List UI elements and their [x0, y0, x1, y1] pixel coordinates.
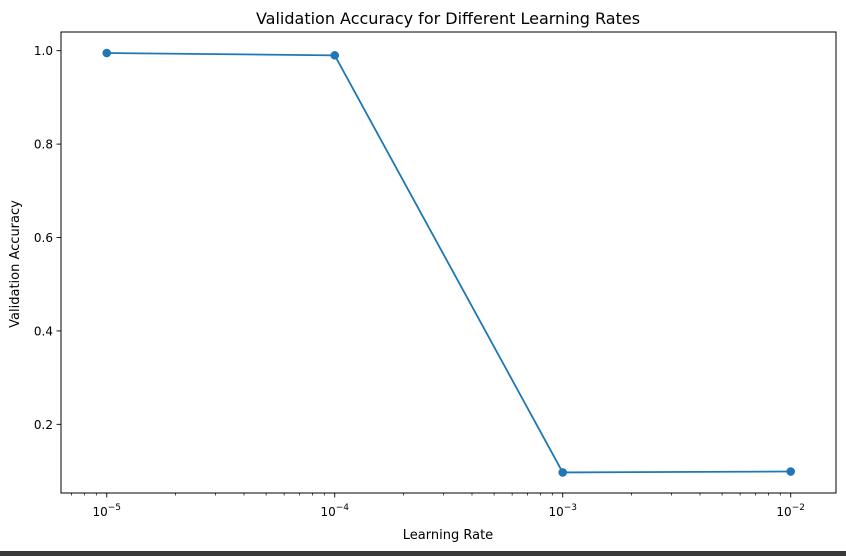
x-tick-label: 10−3	[548, 503, 577, 519]
data-point	[558, 468, 568, 477]
plot-area: 10−5 10−4 10−3 10−2 0.2 0.4 0.6 0.8 1.0	[34, 31, 837, 519]
series-line	[106, 52, 791, 474]
plot-frame	[60, 31, 837, 494]
chart-title: Validation Accuracy for Different Learni…	[256, 9, 640, 28]
y-tick-label: 0.8	[34, 138, 53, 152]
y-tick-label: 0.6	[34, 231, 53, 245]
data-point	[330, 51, 340, 60]
x-tick-label: 10−2	[776, 503, 805, 519]
x-axis-label: Learning Rate	[403, 528, 493, 543]
y-axis-label: Validation Accuracy	[8, 200, 23, 328]
y-tick-label: 0.4	[34, 324, 53, 338]
data-point	[102, 48, 112, 58]
x-tick-label: 10−5	[92, 503, 121, 519]
window-bottom-edge	[0, 551, 846, 556]
data-point	[786, 467, 796, 476]
x-tick-label: 10−4	[320, 503, 349, 519]
y-tick-label: 0.2	[34, 418, 53, 432]
y-tick-label: 1.0	[34, 44, 53, 58]
